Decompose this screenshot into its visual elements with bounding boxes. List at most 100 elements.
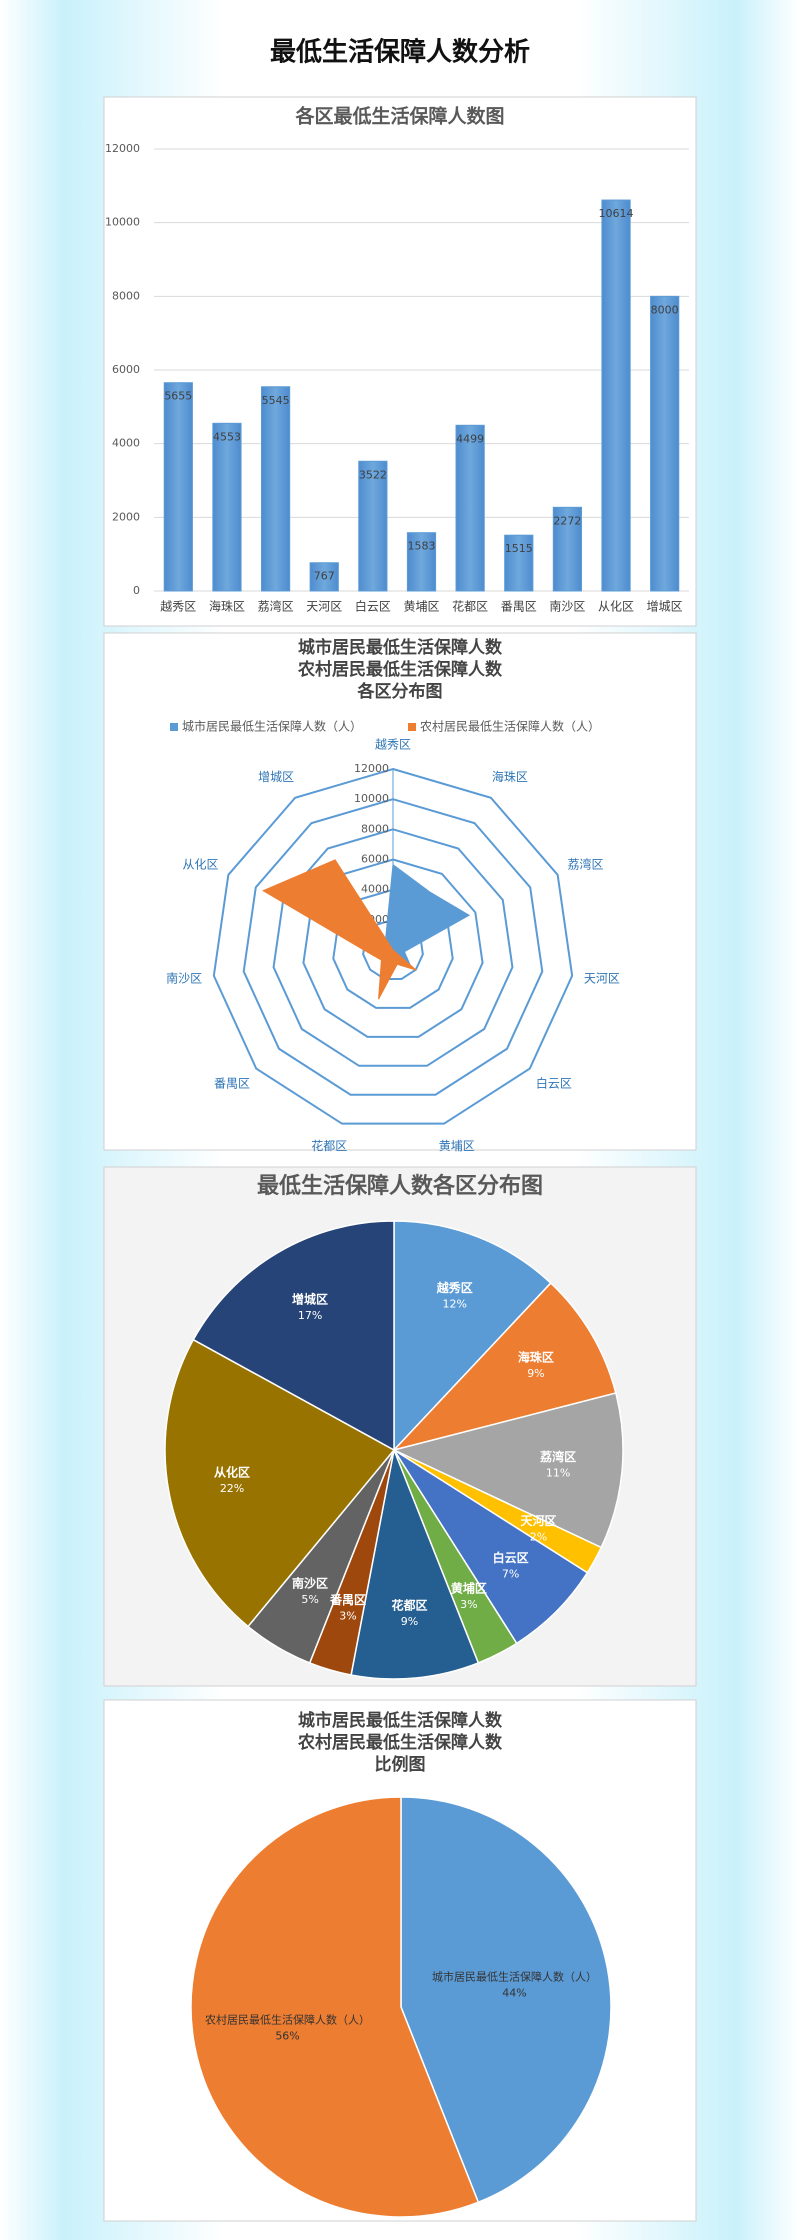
data-label: 1515 bbox=[505, 542, 533, 555]
pie-slice bbox=[391, 1282, 617, 1452]
legend-label: 城市居民最低生活保障人数（人） bbox=[182, 719, 362, 734]
slice-percent: 22% bbox=[220, 1482, 244, 1495]
bar bbox=[455, 424, 485, 592]
data-label: 5545 bbox=[262, 394, 290, 407]
category-label: 海珠区 bbox=[492, 769, 528, 784]
chart-title: 城市居民最低生活保障人数 bbox=[298, 1710, 503, 1731]
chart-title: 城市居民最低生活保障人数 bbox=[298, 637, 503, 658]
bar bbox=[212, 422, 242, 592]
x-tick-label: 越秀区 bbox=[160, 600, 196, 614]
x-tick-label: 从化区 bbox=[598, 600, 634, 614]
chart-title: 农村居民最低生活保障人数 bbox=[297, 659, 503, 680]
bar bbox=[406, 532, 437, 592]
data-label: 4499 bbox=[456, 432, 484, 445]
slice-label: 城市居民最低生活保障人数（人） bbox=[432, 1969, 597, 1983]
slice-label: 白云区 bbox=[493, 1550, 529, 1565]
y-tick-label: 2000 bbox=[112, 510, 140, 523]
slice-percent: 44% bbox=[502, 1986, 526, 1999]
pie-slice bbox=[400, 1796, 612, 2204]
slice-label: 从化区 bbox=[214, 1464, 250, 1479]
category-label: 天河区 bbox=[584, 972, 620, 986]
chart-title: 最低生活保障人数各区分布图 bbox=[257, 1173, 543, 1199]
slice-percent: 5% bbox=[301, 1593, 318, 1606]
slice-label: 海珠区 bbox=[518, 1350, 554, 1365]
slice-label: 越秀区 bbox=[436, 1280, 473, 1295]
category-label: 花都区 bbox=[311, 1138, 347, 1153]
legend-label: 农村居民最低生活保障人数（人） bbox=[420, 719, 600, 734]
data-label: 5655 bbox=[164, 390, 192, 403]
data-label: 3522 bbox=[359, 468, 387, 481]
page-title: 最低生活保障人数分析 bbox=[270, 37, 530, 68]
data-label: 1583 bbox=[408, 540, 436, 553]
grid-ring bbox=[212, 767, 574, 1125]
category-label: 增城区 bbox=[258, 770, 294, 784]
category-label: 越秀区 bbox=[375, 738, 411, 752]
category-label: 白云区 bbox=[536, 1076, 572, 1091]
chart-title: 各区分布图 bbox=[357, 681, 443, 702]
r-tick-label: 8000 bbox=[361, 822, 389, 835]
radar-area bbox=[262, 859, 417, 1000]
y-tick-label: 8000 bbox=[112, 289, 140, 302]
pie-slice bbox=[391, 1392, 624, 1549]
bar bbox=[260, 386, 291, 592]
category-label: 南沙区 bbox=[166, 971, 202, 986]
slice-label: 南沙区 bbox=[292, 1575, 328, 1590]
x-tick-label: 白云区 bbox=[355, 599, 391, 614]
chart-frame bbox=[103, 96, 697, 627]
data-label: 10614 bbox=[599, 207, 634, 220]
slice-percent: 56% bbox=[275, 2030, 299, 2043]
category-label: 荔湾区 bbox=[567, 856, 603, 871]
pie-slice bbox=[393, 1220, 552, 1452]
slice-percent: 2% bbox=[530, 1530, 547, 1543]
x-tick-label: 黄埔区 bbox=[403, 600, 439, 614]
slice-percent: 17% bbox=[298, 1309, 322, 1322]
y-tick-label: 0 bbox=[133, 584, 140, 597]
r-tick-label: 10000 bbox=[354, 792, 389, 805]
y-tick-label: 10000 bbox=[105, 216, 140, 229]
bar bbox=[309, 562, 339, 592]
category-label: 从化区 bbox=[183, 857, 219, 871]
data-label: 2272 bbox=[553, 514, 581, 527]
pie-slice bbox=[164, 1338, 396, 1628]
y-tick-label: 12000 bbox=[105, 142, 140, 155]
bar bbox=[163, 382, 193, 592]
legend-swatch bbox=[170, 723, 178, 731]
slice-label: 荔湾区 bbox=[539, 1449, 576, 1464]
slice-percent: 9% bbox=[401, 1615, 418, 1628]
slice-percent: 7% bbox=[502, 1568, 519, 1581]
slice-percent: 3% bbox=[339, 1609, 356, 1622]
x-tick-label: 花都区 bbox=[452, 599, 488, 614]
slice-label: 番禺区 bbox=[329, 1592, 366, 1607]
y-tick-label: 4000 bbox=[112, 437, 140, 450]
r-tick-label: 12000 bbox=[354, 762, 389, 775]
slice-percent: 9% bbox=[527, 1367, 544, 1380]
x-tick-label: 番禺区 bbox=[501, 600, 537, 614]
y-tick-label: 6000 bbox=[112, 363, 140, 376]
x-tick-label: 荔湾区 bbox=[258, 599, 294, 614]
legend-swatch bbox=[408, 723, 416, 731]
data-label: 767 bbox=[314, 570, 335, 583]
grid-ring bbox=[242, 798, 544, 1096]
slice-label: 黄埔区 bbox=[451, 1580, 487, 1595]
slice-label: 农村居民最低生活保障人数（人） bbox=[205, 2013, 370, 2027]
chart-title: 比例图 bbox=[375, 1754, 426, 1775]
slice-label: 增城区 bbox=[292, 1292, 328, 1307]
slice-percent: 12% bbox=[442, 1298, 466, 1311]
pie-slice bbox=[190, 1796, 480, 2218]
slice-percent: 11% bbox=[546, 1467, 570, 1480]
bar bbox=[650, 295, 680, 592]
slice-label: 天河区 bbox=[520, 1513, 556, 1528]
slice-percent: 3% bbox=[460, 1598, 477, 1611]
bar bbox=[552, 506, 583, 592]
category-label: 黄埔区 bbox=[439, 1139, 475, 1153]
bar bbox=[358, 460, 388, 592]
pie-slice bbox=[350, 1447, 480, 1680]
r-tick-label: 4000 bbox=[361, 883, 389, 896]
bar bbox=[601, 199, 631, 592]
data-label: 8000 bbox=[651, 303, 679, 316]
r-tick-label: 6000 bbox=[361, 853, 389, 866]
x-tick-label: 天河区 bbox=[306, 600, 342, 614]
x-tick-label: 南沙区 bbox=[549, 599, 585, 614]
